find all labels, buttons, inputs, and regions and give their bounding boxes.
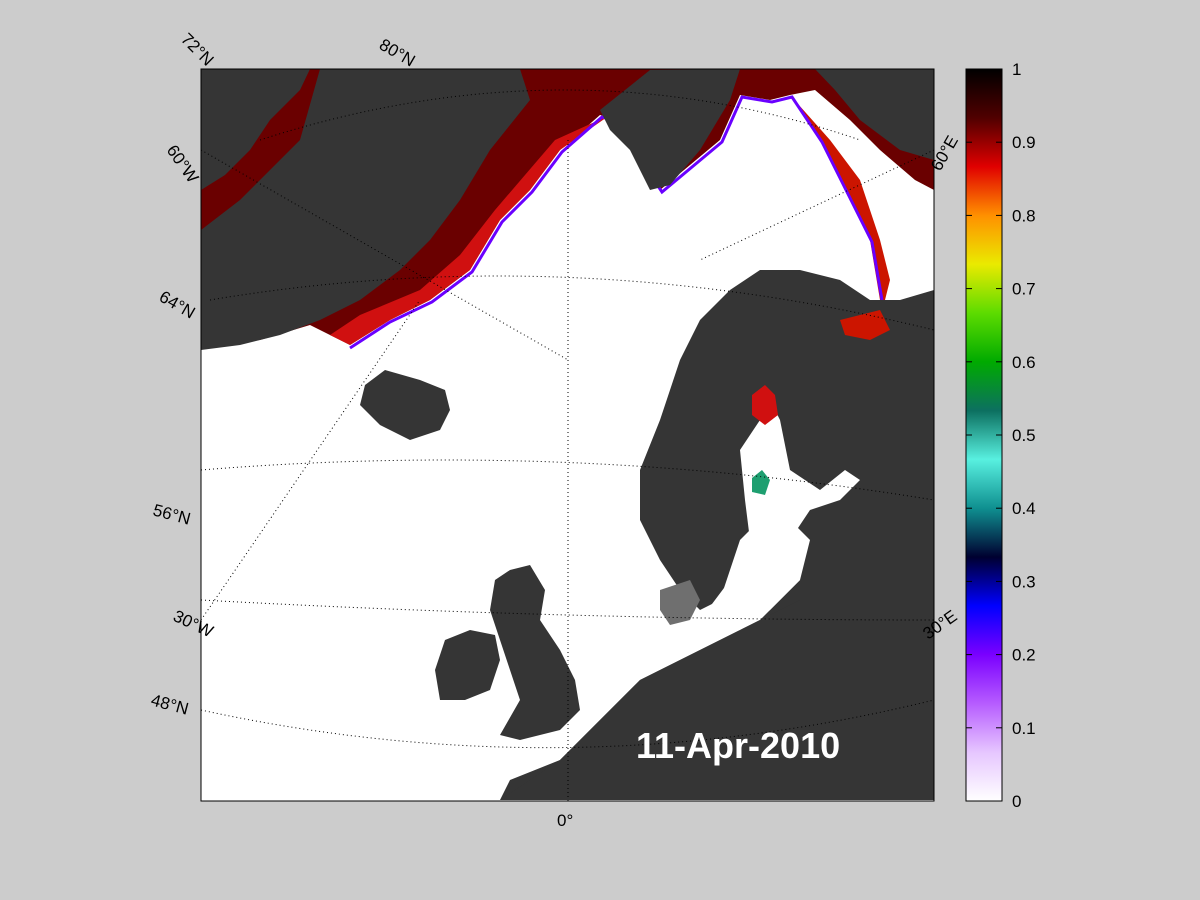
colorbar-tick-label: 0.8 <box>1012 206 1036 225</box>
colorbar-tick-label: 0.4 <box>1012 499 1036 518</box>
great-britain-land <box>490 565 580 740</box>
colorbar: 0 0.1 0.2 0.3 0.4 0.5 0.6 0.7 0.8 0.9 1 <box>965 60 1036 811</box>
ice-edge-red <box>330 115 610 345</box>
iceland-land <box>360 370 450 440</box>
greenland-land <box>201 69 310 190</box>
colorbar-tick-label: 0.6 <box>1012 353 1036 372</box>
svalbard-land <box>600 69 740 190</box>
lat-label-48n: 48°N <box>149 691 191 719</box>
colorbar-tick-label: 0.9 <box>1012 133 1036 152</box>
map-border <box>200 68 935 802</box>
baltic-sea-water <box>700 400 860 640</box>
lon-label-60w: 60°W <box>163 141 203 186</box>
colorbar-tick-label: 1 <box>1012 60 1021 79</box>
colorbar-tick-label: 0.5 <box>1012 426 1036 445</box>
date-stamp: 11-Apr-2010 <box>636 725 840 766</box>
graticule <box>201 89 934 801</box>
denmark-land <box>660 580 700 625</box>
map-panel <box>201 69 934 801</box>
bothnian-bay-ice <box>752 385 778 425</box>
colorbar-tick-label: 0.2 <box>1012 646 1036 665</box>
lat-label-72n: 72°N <box>177 29 217 69</box>
continental-europe-land <box>500 600 934 800</box>
colorbar-tick-label: 0.1 <box>1012 719 1036 738</box>
colorbar-ticks: 0 0.1 0.2 0.3 0.4 0.5 0.6 0.7 0.8 0.9 1 <box>966 60 1036 811</box>
lat-label-64n: 64°N <box>156 287 198 322</box>
novaya-zemlya-land <box>815 69 934 160</box>
white-sea-ice <box>840 310 890 340</box>
colorbar-tick-label: 0 <box>1012 792 1021 811</box>
lon-label-0: 0° <box>557 811 573 830</box>
lat-label-80n: 80°N <box>376 35 418 70</box>
ireland-land <box>435 630 500 700</box>
lat-label-56n: 56°N <box>151 501 193 529</box>
colorbar-tick-label: 0.7 <box>1012 280 1036 299</box>
greenland-east-coast <box>201 69 530 350</box>
colorbar-tick-label: 0.3 <box>1012 572 1036 591</box>
